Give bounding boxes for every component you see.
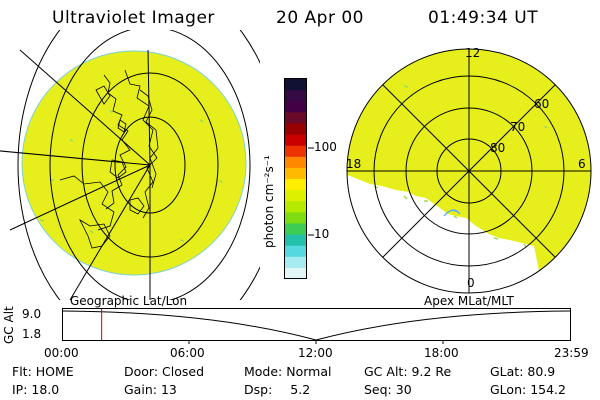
colorbar-stop <box>285 223 306 236</box>
timeline-ytick-low: 1.8 <box>22 327 42 341</box>
colorbar <box>284 78 307 280</box>
observation-time: 01:49:34 UT <box>428 8 539 28</box>
app-title: Ultraviolet Imager <box>52 8 215 28</box>
timeline-ytick-high: 9.0 <box>22 307 42 321</box>
colorbar-stop <box>285 134 306 147</box>
timeline-xtick-4: 23:59 <box>554 346 589 360</box>
info-glat: GLat: 80.9 <box>490 364 556 379</box>
mlt-label-18: 18 <box>346 157 362 171</box>
colorbar-stop <box>285 267 306 280</box>
info-door: Door: Closed <box>124 364 205 379</box>
colorbar-stop <box>285 234 306 247</box>
info-dsp: Dsp: 5.2 <box>244 382 311 397</box>
colorbar-stop <box>285 201 306 213</box>
mlat-label-60: 60 <box>534 97 550 111</box>
colorbar-stop <box>285 156 306 169</box>
info-flt: Flt: HOME <box>12 364 74 379</box>
timeline-axis-label: GC Alt <box>2 306 16 344</box>
info-mode: Mode: Normal <box>244 364 332 379</box>
colorbar-stop <box>285 123 306 136</box>
coastlines <box>59 69 159 249</box>
colorbar-stop <box>285 79 306 91</box>
geographic-label: Geographic Lat/Lon <box>70 294 188 308</box>
colorbar-stop <box>285 190 306 202</box>
colorbar-tick-100: 100 <box>314 140 337 154</box>
info-glon: GLon: 154.2 <box>490 382 566 397</box>
colorbar-stop <box>285 101 306 113</box>
colorbar-stop <box>285 212 306 224</box>
colorbar-unit: photon cm⁻²s⁻¹ <box>262 155 276 248</box>
colorbar-stop <box>285 90 306 102</box>
geo-grid <box>0 30 260 300</box>
info-ip: IP: 18.0 <box>12 382 60 397</box>
mlat-label-80: 80 <box>490 141 506 155</box>
colorbar-stop <box>285 145 306 158</box>
info-gc-alt: GC Alt: 9.2 Re <box>364 364 452 379</box>
apex-label: Apex MLat/MLT <box>424 294 514 308</box>
altitude-timeline <box>62 308 571 344</box>
colorbar-stop <box>285 256 306 269</box>
observation-date: 20 Apr 00 <box>276 8 364 28</box>
colorbar-stop <box>285 245 306 258</box>
polar-image <box>346 48 592 294</box>
timeline-xtick-2: 12:00 <box>298 346 333 360</box>
polar-grid <box>346 48 592 294</box>
mlt-label-0: 0 <box>467 276 475 290</box>
mlt-label-12: 12 <box>465 46 481 60</box>
colorbar-stop <box>285 167 306 180</box>
timeline-xtick-1: 06:00 <box>170 346 205 360</box>
info-gain: Gain: 13 <box>124 382 177 397</box>
timeline-xtick-3: 18:00 <box>424 346 459 360</box>
mlt-label-6: 6 <box>578 157 586 171</box>
colorbar-tick-10: 10 <box>314 227 330 241</box>
mlat-label-70: 70 <box>510 120 526 134</box>
timeline-xtick-0: 00:00 <box>44 346 79 360</box>
colorbar-stop <box>285 179 306 191</box>
geographic-image <box>0 30 260 300</box>
info-seq: Seq: 30 <box>364 382 412 397</box>
colorbar-ticks <box>308 147 314 236</box>
colorbar-stop <box>285 112 306 124</box>
